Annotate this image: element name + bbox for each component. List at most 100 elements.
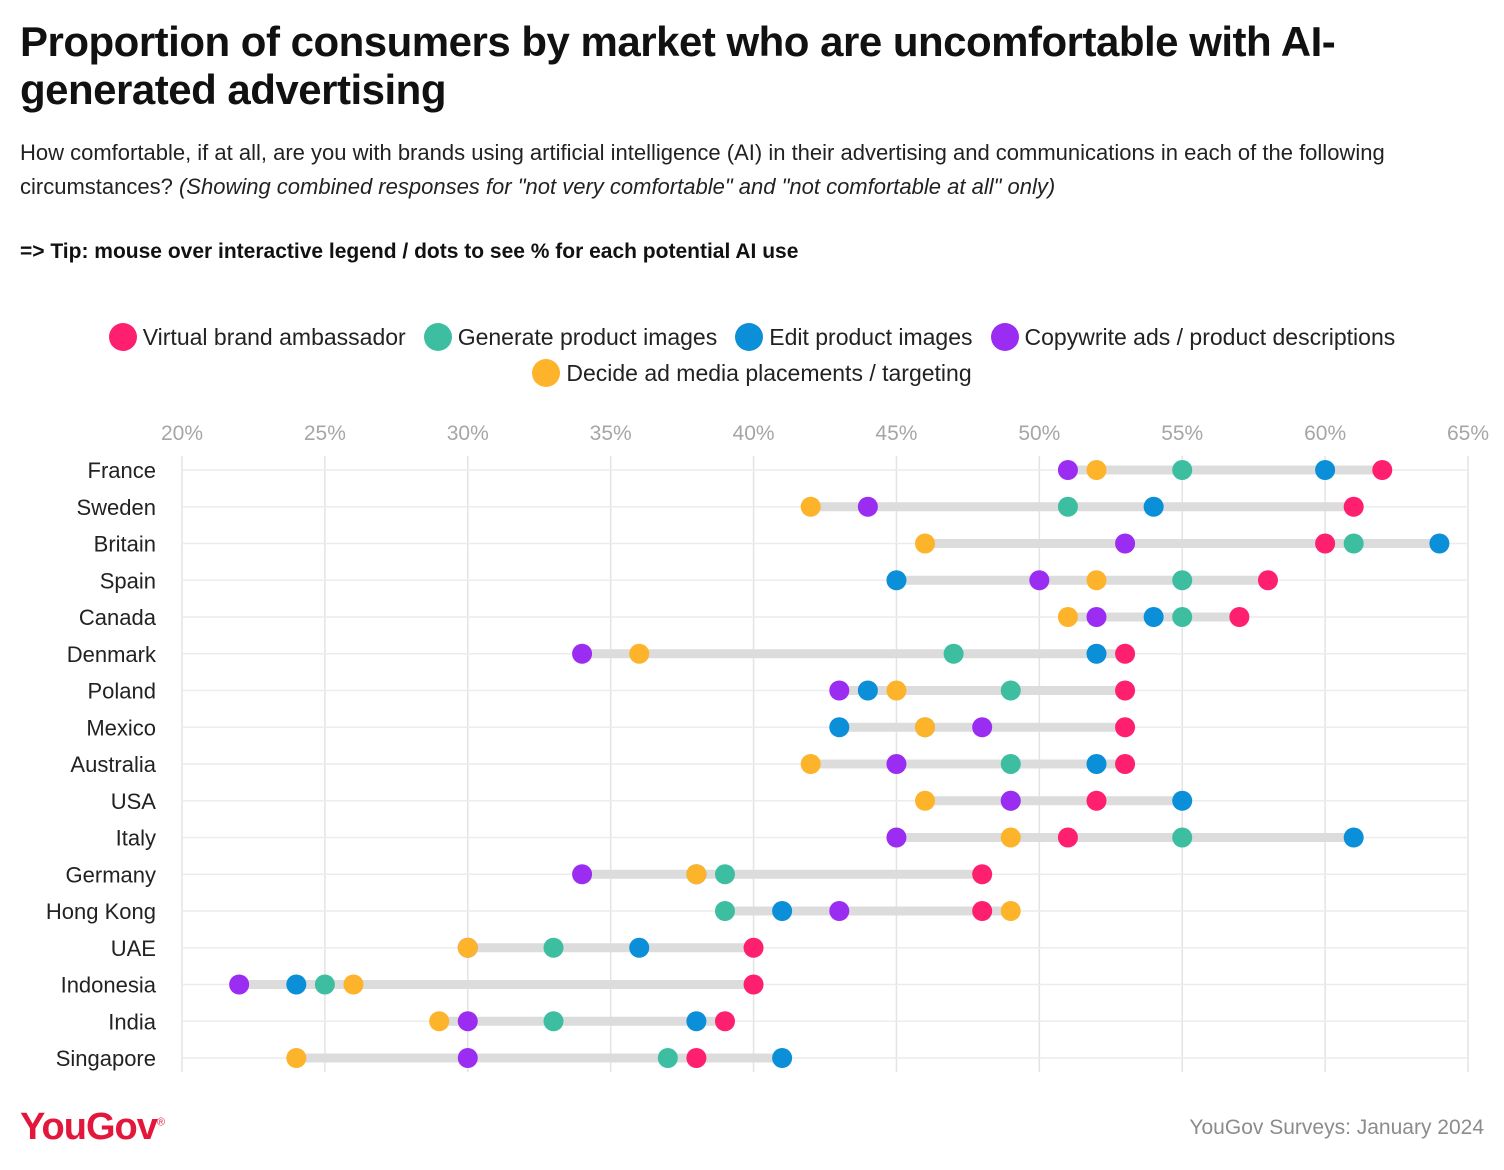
dot-spain-s1[interactable]: Generate product images: 55% xyxy=(1172,570,1193,591)
country-label: India xyxy=(108,1009,156,1034)
dot-sweden-s4[interactable]: Decide ad media placements / targeting: … xyxy=(800,496,821,517)
dot-spain-s4[interactable]: Decide ad media placements / targeting: … xyxy=(1086,570,1107,591)
dot-sweden-s3[interactable]: Copywrite ads / product descriptions: 44… xyxy=(857,496,878,517)
legend-item-0[interactable]: Virtual brand ambassador xyxy=(108,322,406,352)
dot-singapore-s0[interactable]: Virtual brand ambassador: 38% xyxy=(686,1048,707,1068)
x-tick-label-45: 45% xyxy=(875,422,917,445)
dot-canada-s4[interactable]: Decide ad media placements / targeting: … xyxy=(1057,607,1078,627)
dot-sweden-s2[interactable]: Edit product images: 54% xyxy=(1143,496,1164,517)
dot-denmark-s0[interactable]: Virtual brand ambassador: 53% xyxy=(1115,643,1136,664)
dot-hong-kong-s1[interactable]: Generate product images: 39% xyxy=(714,901,735,921)
dot-denmark-s4[interactable]: Decide ad media placements / targeting: … xyxy=(629,643,650,664)
dot-usa-s0[interactable]: Virtual brand ambassador: 52% xyxy=(1086,790,1107,811)
dot-australia-s4[interactable]: Decide ad media placements / targeting: … xyxy=(800,754,821,774)
dot-mexico-s2[interactable]: Edit product images: 43% xyxy=(829,717,850,738)
dot-poland-s4[interactable]: Decide ad media placements / targeting: … xyxy=(886,680,907,701)
dot-uae-s2[interactable]: Edit product images: 36% xyxy=(629,937,650,958)
dot-hong-kong-s0[interactable]: Virtual brand ambassador: 48% xyxy=(972,901,993,921)
dot-indonesia-s3[interactable]: Copywrite ads / product descriptions: 22… xyxy=(229,974,250,995)
dot-france-s0[interactable]: Virtual brand ambassador: 62% xyxy=(1372,460,1393,480)
dot-usa-s4[interactable]: Decide ad media placements / targeting: … xyxy=(915,790,936,811)
dot-singapore-s3[interactable]: Copywrite ads / product descriptions: 30… xyxy=(457,1048,478,1068)
dot-indonesia-s1[interactable]: Generate product images: 25% xyxy=(314,974,335,995)
legend-item-4[interactable]: Decide ad media placements / targeting xyxy=(532,358,972,388)
dot-singapore-s4[interactable]: Decide ad media placements / targeting: … xyxy=(286,1048,307,1068)
dot-canada-s0[interactable]: Virtual brand ambassador: 57% xyxy=(1229,607,1250,627)
dot-hong-kong-s3[interactable]: Copywrite ads / product descriptions: 43… xyxy=(829,901,850,921)
dot-mexico-s3[interactable]: Copywrite ads / product descriptions: 48… xyxy=(972,717,993,738)
dot-spain-s3[interactable]: Copywrite ads / product descriptions: 50… xyxy=(1029,570,1050,591)
x-tick-label-40: 40% xyxy=(733,422,775,445)
dot-britain-s4[interactable]: Decide ad media placements / targeting: … xyxy=(915,533,936,554)
x-tick-label-25: 25% xyxy=(304,422,346,445)
dot-sweden-s1[interactable]: Generate product images: 51% xyxy=(1057,496,1078,517)
dot-france-s4[interactable]: Decide ad media placements / targeting: … xyxy=(1086,460,1107,480)
dot-poland-s0[interactable]: Virtual brand ambassador: 53% xyxy=(1115,680,1136,701)
dot-italy-s4[interactable]: Decide ad media placements / targeting: … xyxy=(1000,827,1021,848)
legend-item-2[interactable]: Edit product images xyxy=(735,322,973,352)
legend-item-3[interactable]: Copywrite ads / product descriptions xyxy=(990,322,1395,352)
dot-indonesia-s4[interactable]: Decide ad media placements / targeting: … xyxy=(343,974,364,995)
dot-sweden-s0[interactable]: Virtual brand ambassador: 61% xyxy=(1343,496,1364,517)
dot-indonesia-s2[interactable]: Edit product images: 24% xyxy=(286,974,307,995)
dot-denmark-s1[interactable]: Generate product images: 47% xyxy=(943,643,964,664)
dot-uae-s1[interactable]: Generate product images: 33% xyxy=(543,937,564,958)
dot-france-s3[interactable]: Copywrite ads / product descriptions: 51… xyxy=(1057,460,1078,480)
dot-spain-s0[interactable]: Virtual brand ambassador: 58% xyxy=(1257,570,1278,591)
dot-spain-s2[interactable]: Edit product images: 45% xyxy=(886,570,907,591)
dot-hong-kong-s2[interactable]: Edit product images: 41% xyxy=(772,901,793,921)
dot-germany-s3[interactable]: Copywrite ads / product descriptions: 34… xyxy=(572,864,593,885)
dot-britain-s3[interactable]: Copywrite ads / product descriptions: 53… xyxy=(1115,533,1136,554)
dot-germany-s4[interactable]: Decide ad media placements / targeting: … xyxy=(686,864,707,885)
dot-uae-s4[interactable]: Decide ad media placements / targeting: … xyxy=(457,937,478,958)
dot-italy-s1[interactable]: Generate product images: 55% xyxy=(1172,827,1193,848)
legend-swatch-4 xyxy=(532,359,561,387)
dot-canada-s1[interactable]: Generate product images: 55% xyxy=(1172,607,1193,627)
dot-india-s0[interactable]: Virtual brand ambassador: 39% xyxy=(714,1011,735,1032)
dot-singapore-s1[interactable]: Generate product images: 37% xyxy=(657,1048,678,1068)
dot-australia-s0[interactable]: Virtual brand ambassador: 53% xyxy=(1115,754,1136,774)
dot-singapore-s2[interactable]: Edit product images: 41% xyxy=(772,1048,793,1068)
dot-britain-s1[interactable]: Generate product images: 61% xyxy=(1343,533,1364,554)
dot-indonesia-s0[interactable]: Virtual brand ambassador: 40% xyxy=(743,974,764,995)
country-label: Indonesia xyxy=(61,973,157,998)
country-label: France xyxy=(88,458,156,483)
dot-poland-s1[interactable]: Generate product images: 49% xyxy=(1000,680,1021,701)
dot-mexico-s0[interactable]: Virtual brand ambassador: 53% xyxy=(1115,717,1136,738)
dot-canada-s3[interactable]: Copywrite ads / product descriptions: 52… xyxy=(1086,607,1107,627)
dot-india-s2[interactable]: Edit product images: 38% xyxy=(686,1011,707,1032)
dot-germany-s0[interactable]: Virtual brand ambassador: 48% xyxy=(972,864,993,885)
dot-britain-s0[interactable]: Virtual brand ambassador: 60% xyxy=(1315,533,1336,554)
dot-italy-s3[interactable]: Copywrite ads / product descriptions: 45… xyxy=(886,827,907,848)
dot-italy-s2[interactable]: Edit product images: 61% xyxy=(1343,827,1364,848)
dot-mexico-s4[interactable]: Decide ad media placements / targeting: … xyxy=(915,717,936,738)
dot-denmark-s2[interactable]: Edit product images: 52% xyxy=(1086,643,1107,664)
x-tick-label-65: 65% xyxy=(1447,422,1489,445)
country-label: Spain xyxy=(100,568,156,593)
dot-france-s2[interactable]: Edit product images: 60% xyxy=(1315,460,1336,480)
dot-usa-s3[interactable]: Copywrite ads / product descriptions: 49… xyxy=(1000,790,1021,811)
dot-uae-s0[interactable]: Virtual brand ambassador: 40% xyxy=(743,937,764,958)
dot-germany-s1[interactable]: Generate product images: 39% xyxy=(714,864,735,885)
dot-usa-s2[interactable]: Edit product images: 55% xyxy=(1172,790,1193,811)
x-tick-label-55: 55% xyxy=(1161,422,1203,445)
country-label: Hong Kong xyxy=(46,899,156,924)
dot-australia-s3[interactable]: Copywrite ads / product descriptions: 45… xyxy=(886,754,907,774)
dot-india-s4[interactable]: Decide ad media placements / targeting: … xyxy=(429,1011,450,1032)
dot-denmark-s3[interactable]: Copywrite ads / product descriptions: 34… xyxy=(572,643,593,664)
dot-canada-s2[interactable]: Edit product images: 54% xyxy=(1143,607,1164,627)
legend-item-1[interactable]: Generate product images xyxy=(423,322,717,352)
dot-hong-kong-s4[interactable]: Decide ad media placements / targeting: … xyxy=(1000,901,1021,921)
legend-label-0: Virtual brand ambassador xyxy=(142,324,406,350)
dot-france-s1[interactable]: Generate product images: 55% xyxy=(1172,460,1193,480)
dot-poland-s3[interactable]: Copywrite ads / product descriptions: 43… xyxy=(829,680,850,701)
dot-australia-s2[interactable]: Edit product images: 52% xyxy=(1086,754,1107,774)
dot-india-s3[interactable]: Copywrite ads / product descriptions: 30… xyxy=(457,1011,478,1032)
dot-india-s1[interactable]: Generate product images: 33% xyxy=(543,1011,564,1032)
x-tick-label-30: 30% xyxy=(447,422,489,445)
country-label: Britain xyxy=(94,532,156,557)
dot-poland-s2[interactable]: Edit product images: 44% xyxy=(857,680,878,701)
dot-australia-s1[interactable]: Generate product images: 49% xyxy=(1000,754,1021,774)
dot-britain-s2[interactable]: Edit product images: 64% xyxy=(1429,533,1450,554)
dot-italy-s0[interactable]: Virtual brand ambassador: 51% xyxy=(1057,827,1078,848)
